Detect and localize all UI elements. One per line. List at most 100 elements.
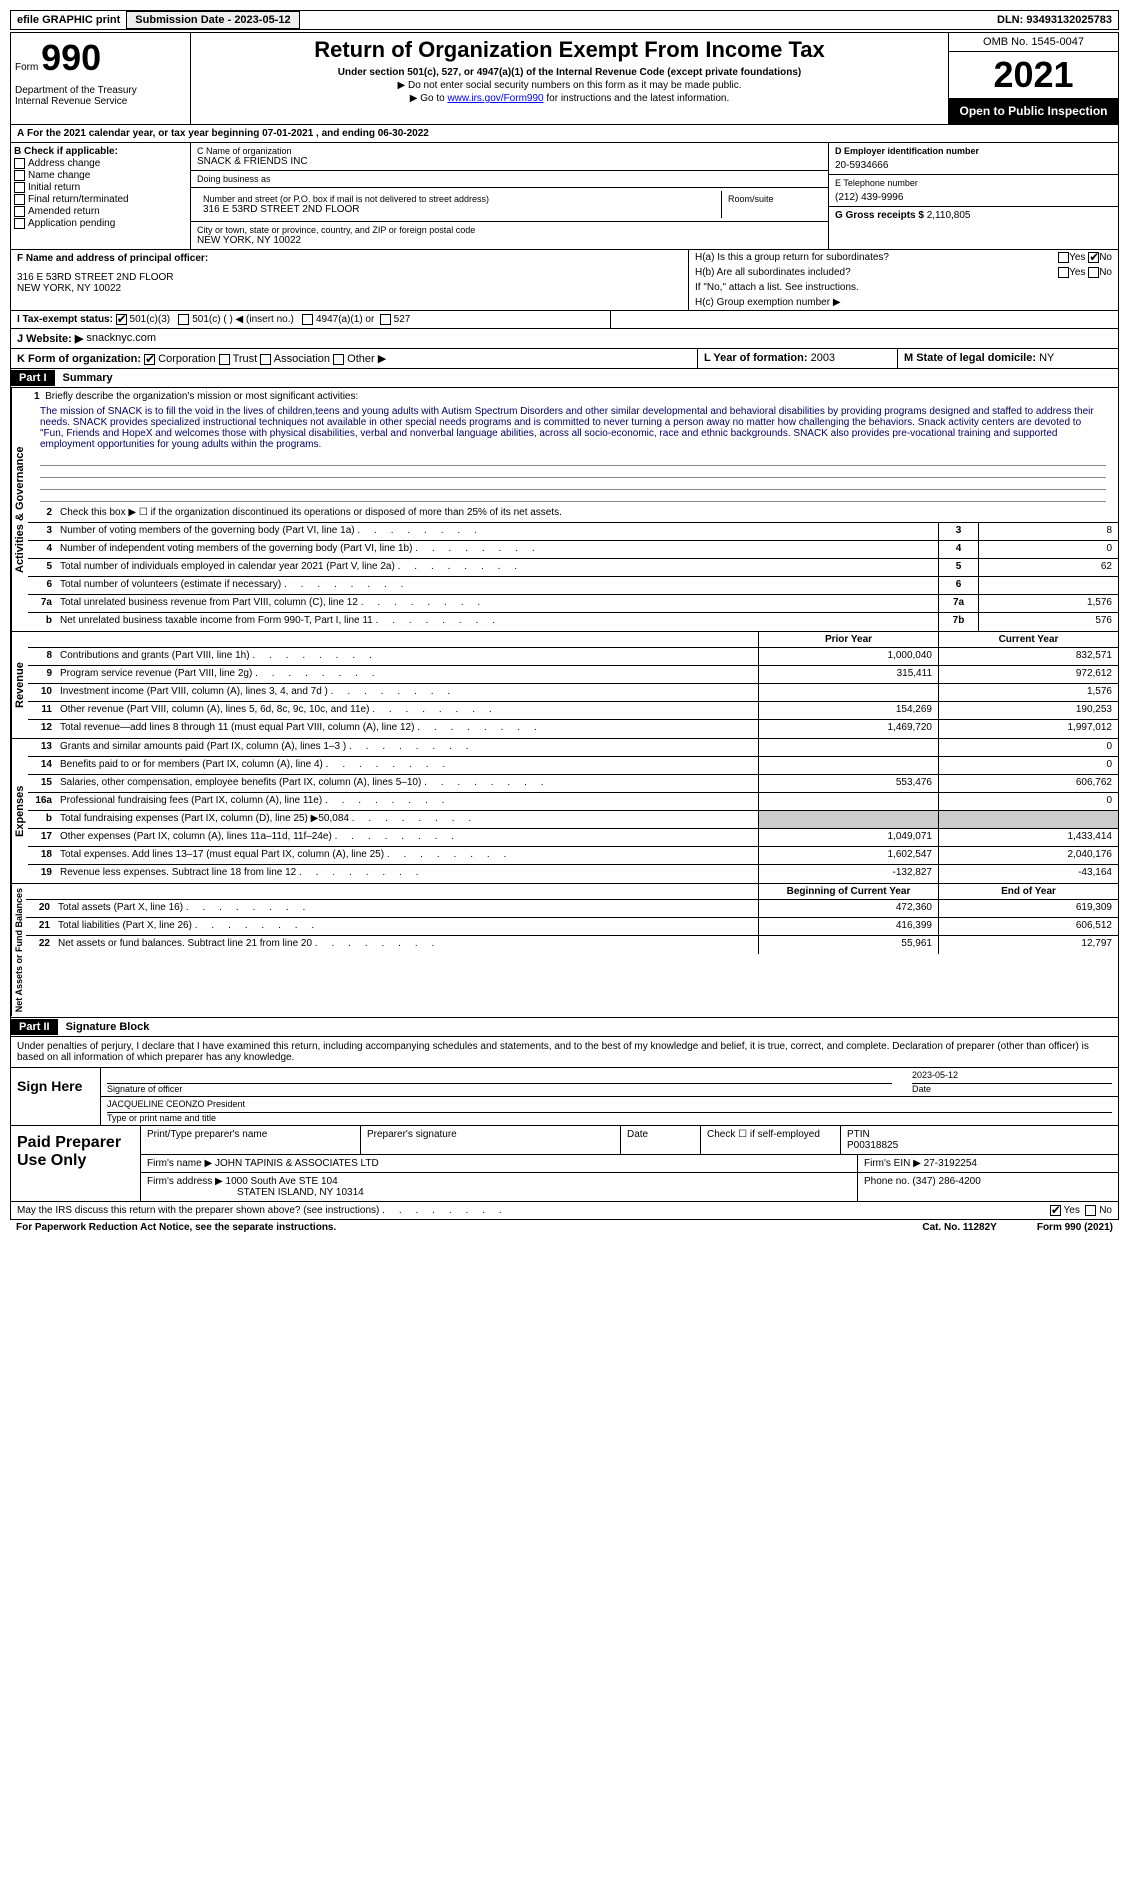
prior-value: 154,269 [758,702,938,719]
part1-title: Summary [55,369,121,387]
prior-value: 416,399 [758,918,938,935]
line-text: Total number of volunteers (estimate if … [56,577,938,594]
line-number: 12 [28,720,56,738]
line-number: 6 [28,577,56,594]
line-text: Other expenses (Part IX, column (A), lin… [56,829,758,846]
line-number: 5 [28,559,56,576]
firm-ein: 27-3192254 [924,1158,977,1169]
prior-value: 1,602,547 [758,847,938,864]
line-box: 4 [938,541,978,558]
self-employed-check[interactable]: Check ☐ if self-employed [701,1126,841,1154]
prior-value: 1,049,071 [758,829,938,846]
inspection-label: Open to Public Inspection [949,98,1118,124]
prior-value: 55,961 [758,936,938,954]
line-number: 7a [28,595,56,612]
527-checkbox[interactable] [380,314,391,325]
line-number: 21 [26,918,54,935]
line-text: Revenue less expenses. Subtract line 18 … [56,865,758,883]
hc-label: H(c) Group exemption number ▶ [695,297,841,308]
hb-label: H(b) Are all subordinates included? [695,267,925,278]
form-word: Form [15,62,38,73]
principal-addr1: 316 E 53RD STREET 2ND FLOOR [17,272,682,283]
line-value: 8 [978,523,1118,540]
dba-label: Doing business as [197,174,822,184]
current-value: 0 [938,757,1118,774]
year-formation: 2003 [811,352,835,364]
line-value: 576 [978,613,1118,631]
state-domicile: NY [1039,352,1054,364]
address-change-checkbox[interactable] [14,158,25,169]
line-number: 11 [28,702,56,719]
submission-date-button[interactable]: Submission Date - 2023-05-12 [126,11,299,29]
city-state-zip: NEW YORK, NY 10022 [197,235,822,246]
line-number: 16a [28,793,56,810]
line-value: 1,576 [978,595,1118,612]
hb-no-checkbox[interactable] [1088,267,1099,278]
org-name: SNACK & FRIENDS INC [197,156,822,167]
line-text: Net assets or fund balances. Subtract li… [54,936,758,954]
line-box: 5 [938,559,978,576]
final-return-checkbox[interactable] [14,194,25,205]
phone-value: (212) 439-9996 [835,192,1112,203]
ein-label: D Employer identification number [835,146,1112,156]
4947-checkbox[interactable] [302,314,313,325]
discuss-yes-checkbox[interactable] [1050,1205,1061,1216]
current-value: 1,576 [938,684,1118,701]
ssn-note: ▶ Do not enter social security numbers o… [195,80,944,91]
app-pending-checkbox[interactable] [14,218,25,229]
principal-addr2: NEW YORK, NY 10022 [17,283,682,294]
section-i-label: I Tax-exempt status: [17,314,113,325]
website-value: snacknyc.com [86,332,156,345]
line-number: 8 [28,648,56,665]
city-label: City or town, state or province, country… [197,225,822,235]
current-value: 972,612 [938,666,1118,683]
501c-checkbox[interactable] [178,314,189,325]
cat-no: Cat. No. 11282Y [922,1222,996,1233]
prep-name-label: Print/Type preparer's name [141,1126,361,1154]
top-bar: efile GRAPHIC print Submission Date - 20… [10,10,1119,30]
assoc-checkbox[interactable] [260,354,271,365]
trust-checkbox[interactable] [219,354,230,365]
discuss-no-checkbox[interactable] [1085,1205,1096,1216]
other-checkbox[interactable] [333,354,344,365]
governance-side-label: Activities & Governance [11,388,28,631]
sign-here-label: Sign Here [11,1068,101,1125]
corp-checkbox[interactable] [144,354,155,365]
part2-title: Signature Block [58,1018,158,1036]
hb-yes-checkbox[interactable] [1058,267,1069,278]
line-number: 4 [28,541,56,558]
ein-value: 20-5934666 [835,160,1112,171]
efile-label: efile GRAPHIC print [11,12,126,28]
prior-value [758,793,938,810]
pra-notice: For Paperwork Reduction Act Notice, see … [16,1222,336,1233]
prior-value: 553,476 [758,775,938,792]
line-text: Total liabilities (Part X, line 26) [54,918,758,935]
phone-label: E Telephone number [835,178,1112,188]
section-a: A For the 2021 calendar year, or tax yea… [11,125,435,142]
ha-yes-checkbox[interactable] [1058,252,1069,263]
amended-return-checkbox[interactable] [14,206,25,217]
form-subtitle: Under section 501(c), 527, or 4947(a)(1)… [195,67,944,78]
firm-phone: (347) 286-4200 [912,1176,980,1187]
declaration-text: Under penalties of perjury, I declare th… [11,1037,1118,1067]
501c3-checkbox[interactable] [116,314,127,325]
prior-year-header: Prior Year [758,632,938,647]
line-text: Salaries, other compensation, employee b… [56,775,758,792]
line-text: Net unrelated business taxable income fr… [56,613,938,631]
line-number: b [28,613,56,631]
name-change-checkbox[interactable] [14,170,25,181]
line-value: 62 [978,559,1118,576]
line-text: Grants and similar amounts paid (Part IX… [56,739,758,756]
principal-label: F Name and address of principal officer: [17,253,682,264]
line-text: Number of independent voting members of … [56,541,938,558]
line-box: 6 [938,577,978,594]
firm-addr2: STATEN ISLAND, NY 10314 [237,1187,364,1198]
col-b-header: B Check if applicable: [14,146,187,157]
initial-return-checkbox[interactable] [14,182,25,193]
ha-no-checkbox[interactable] [1088,252,1099,263]
current-value: 1,433,414 [938,829,1118,846]
end-year-header: End of Year [938,884,1118,899]
prior-value: 1,469,720 [758,720,938,738]
org-name-label: C Name of organization [197,146,822,156]
irs-link[interactable]: www.irs.gov/Form990 [447,93,543,104]
